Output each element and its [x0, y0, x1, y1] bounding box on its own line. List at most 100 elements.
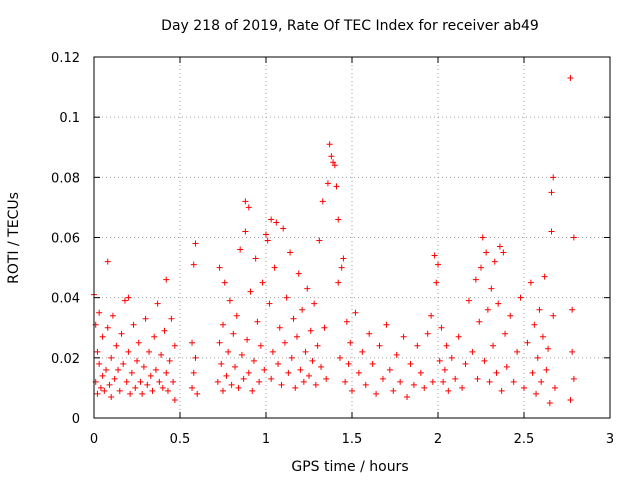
data-point [462, 360, 469, 367]
data-point [220, 387, 226, 394]
data-point [452, 375, 459, 382]
data-point [335, 216, 342, 223]
data-point [529, 369, 536, 376]
data-point [125, 294, 132, 301]
data-point [376, 342, 383, 349]
data-point [190, 369, 197, 376]
data-point [316, 237, 323, 244]
data-point [304, 285, 311, 292]
data-point [336, 354, 343, 361]
x-tick-label: 2 [434, 432, 442, 447]
data-point [347, 339, 354, 346]
data-point [400, 333, 407, 340]
data-point [488, 285, 495, 292]
data-point [106, 381, 113, 388]
data-point [252, 255, 259, 262]
data-point [266, 300, 273, 307]
data-point [393, 351, 400, 358]
data-point [159, 384, 166, 391]
data-point [244, 336, 251, 343]
data-point [293, 333, 300, 340]
data-point [166, 357, 173, 364]
data-point [386, 366, 393, 373]
data-point [242, 198, 249, 205]
data-point [299, 306, 306, 313]
data-point [99, 333, 106, 340]
data-point [271, 264, 278, 271]
data-point [103, 366, 110, 373]
data-point [154, 300, 161, 307]
data-point [292, 384, 299, 391]
data-point [335, 279, 342, 286]
data-point [502, 330, 509, 337]
data-point [433, 279, 440, 286]
data-point [216, 264, 223, 271]
data-point [249, 387, 256, 394]
y-tick-label: 0.12 [51, 51, 80, 66]
data-point [226, 297, 233, 304]
data-point [214, 378, 221, 385]
data-point [235, 384, 242, 391]
data-point [290, 315, 297, 322]
data-points [91, 75, 577, 406]
data-point [369, 360, 376, 367]
data-point [309, 357, 316, 364]
data-point [306, 372, 312, 379]
data-point [247, 288, 254, 295]
y-axis-tick-labels: 0 0.02 0.04 0.06 0.08 0.1 0.12 [51, 51, 80, 427]
data-point [142, 315, 149, 322]
data-point [190, 261, 197, 268]
data-point [99, 372, 106, 379]
data-point [140, 363, 147, 370]
data-point [245, 204, 252, 211]
data-point [194, 390, 201, 397]
data-point [551, 384, 558, 391]
y-tick-label: 0.02 [51, 352, 80, 367]
data-point [192, 240, 199, 247]
data-point [539, 333, 546, 340]
data-point [94, 348, 101, 355]
data-point [435, 261, 441, 268]
y-tick-label: 0.08 [51, 171, 80, 186]
data-point [478, 264, 484, 271]
data-point [459, 384, 466, 391]
data-point [259, 279, 266, 286]
data-point [223, 372, 230, 379]
x-axis-tick-labels: 0 0.5 1 1.5 2 2.5 3 [90, 432, 614, 447]
data-point [436, 357, 443, 364]
data-point [414, 342, 421, 349]
data-point [533, 390, 540, 397]
data-point [428, 312, 435, 319]
data-point [345, 360, 352, 367]
data-point [517, 294, 524, 301]
data-point [297, 366, 304, 373]
x-tick-label: 0.5 [170, 432, 191, 447]
data-point [514, 348, 521, 355]
data-point [321, 324, 328, 331]
data-point [147, 372, 154, 379]
data-point [120, 360, 127, 367]
x-tick-label: 0 [90, 432, 98, 447]
data-point [121, 297, 128, 304]
data-point [115, 366, 122, 373]
data-point [108, 393, 115, 400]
data-point [331, 162, 338, 169]
data-point [483, 249, 490, 256]
data-point [269, 348, 276, 355]
data-point [311, 300, 318, 307]
data-point [144, 381, 151, 388]
data-point [146, 348, 153, 355]
data-point [108, 354, 115, 361]
data-point [132, 384, 139, 391]
data-point [373, 390, 380, 397]
data-point [340, 255, 347, 262]
y-tick-label: 0.1 [59, 111, 80, 126]
data-point [123, 378, 130, 385]
data-point [510, 378, 517, 385]
data-point [230, 330, 237, 337]
data-point [278, 381, 285, 388]
data-point [275, 360, 282, 367]
data-point [312, 381, 319, 388]
data-point [484, 306, 491, 313]
data-point [541, 273, 548, 280]
